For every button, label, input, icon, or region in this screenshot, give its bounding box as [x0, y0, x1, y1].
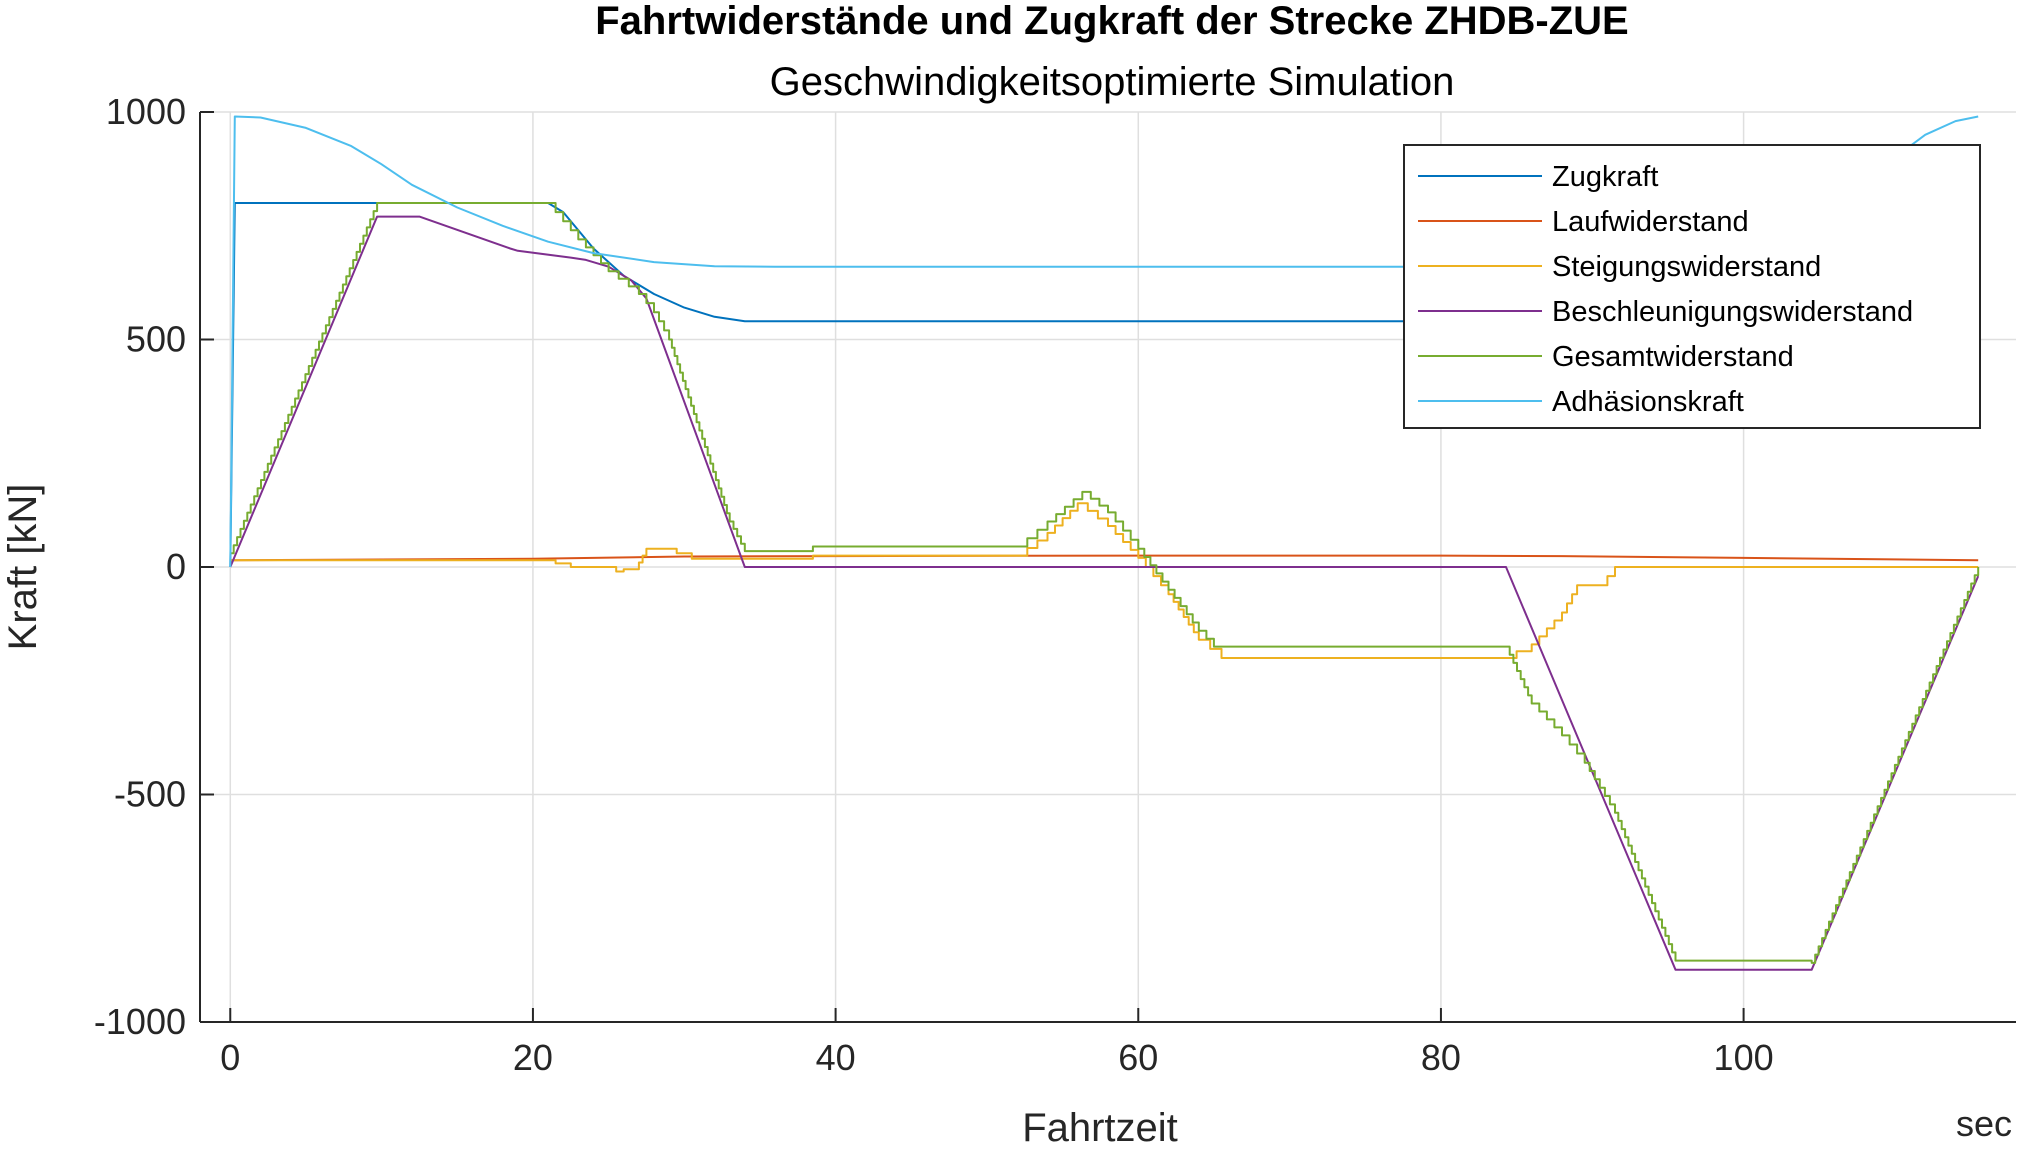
y-tick-label: -1000: [94, 1001, 186, 1042]
legend-label: Steigungswiderstand: [1552, 251, 1821, 283]
y-tick-label: 0: [166, 546, 186, 587]
chart-subtitle: Geschwindigkeitsoptimierte Simulation: [770, 60, 1455, 104]
legend-label: Beschleunigungswiderstand: [1552, 296, 1913, 328]
y-tick-label: -500: [114, 774, 186, 815]
x-axis-label: Fahrtzeit: [1022, 1106, 1178, 1146]
x-tick-label: 60: [1118, 1037, 1158, 1078]
x-tick-label: 20: [513, 1037, 553, 1078]
series-line-2: [230, 502, 1979, 659]
x-axis-unit: sec: [1956, 1103, 2012, 1144]
legend-label: Laufwiderstand: [1552, 206, 1749, 238]
x-tick-label: 40: [816, 1037, 856, 1078]
series-line-4: [230, 202, 1980, 964]
y-axis-label: Kraft [kN]: [1, 484, 45, 651]
legend-label: Zugkraft: [1552, 161, 1658, 193]
x-tick-label: 0: [220, 1037, 240, 1078]
legend-box: [1403, 144, 1981, 429]
y-tick-label: 1000: [106, 91, 186, 132]
axes: 0 20 40 60 80 100 -1000 -500 0 500 1000: [94, 91, 2016, 1078]
legend: Zugkraft Laufwiderstand Steigungswiderstan…: [1403, 144, 1981, 429]
legend-label: Gesamtwiderstand: [1552, 341, 1794, 373]
y-tick-label: 500: [126, 319, 186, 360]
x-tick-label: 80: [1421, 1037, 1461, 1078]
chart-title: Fahrtwiderstände und Zugkraft der Streck…: [595, 0, 1628, 43]
legend-label: Adhäsionskraft: [1552, 386, 1744, 418]
x-tick-label: 100: [1714, 1037, 1774, 1078]
